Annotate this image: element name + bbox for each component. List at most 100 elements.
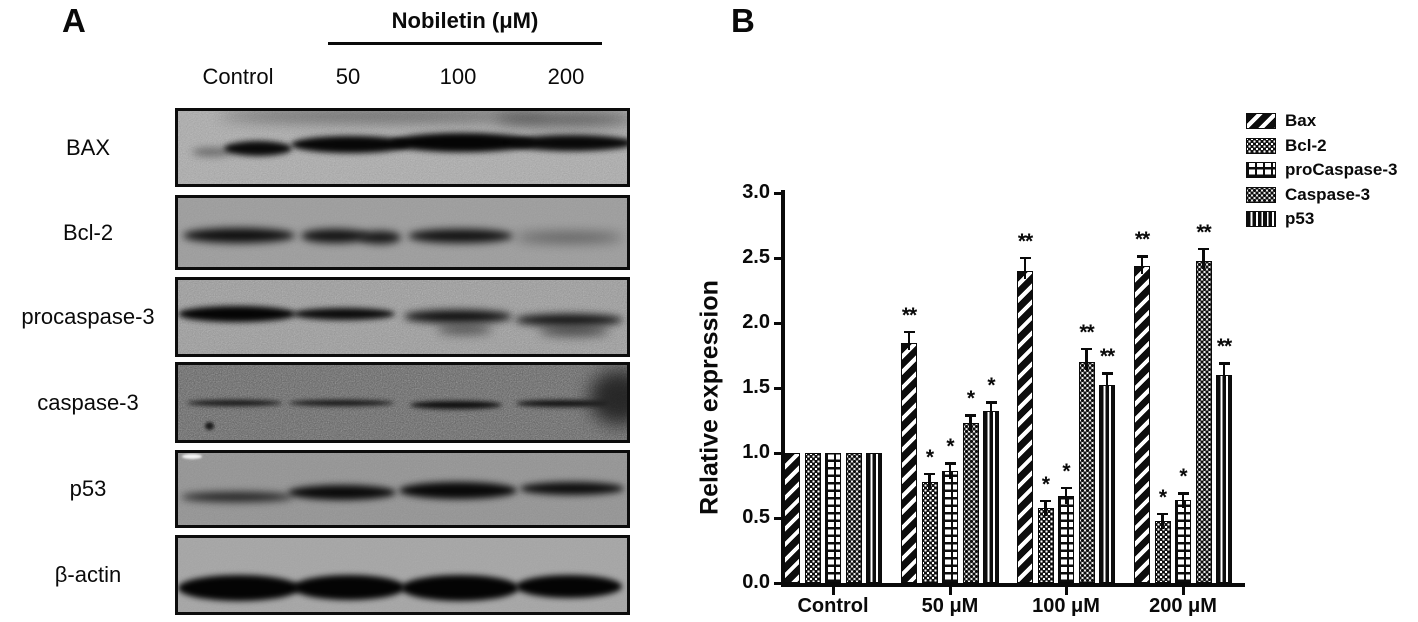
blot-row-label-bax: BAX: [65, 134, 111, 160]
significance-caspase-3-200-m: **: [1196, 220, 1211, 244]
protein-band: [409, 400, 502, 409]
legend-swatch-procaspase-3: [1246, 162, 1276, 178]
protein-band: [589, 369, 627, 425]
legend-item-bcl-2: Bcl-2: [1246, 135, 1416, 155]
error-bar-bax-50-m: [907, 330, 911, 351]
error-bar-caspase-3-200-m: [1202, 247, 1205, 269]
protein-band: [398, 481, 517, 499]
protein-band: [437, 325, 493, 335]
bar-procaspase-3-control: [825, 453, 841, 583]
protein-band: [389, 133, 535, 153]
y-axis-tick-3.0: [774, 191, 783, 195]
protein-band: [290, 135, 411, 153]
blot-strip-procaspase-3: [175, 277, 630, 357]
error-bar-cap-p53-50-m: [985, 401, 997, 404]
significance-bax-200-m: **: [1134, 228, 1150, 252]
blot-image-bcl-2: [178, 198, 627, 267]
protein-band: [516, 574, 623, 598]
legend-label-procaspase-3: proCaspase-3: [1285, 160, 1398, 179]
legend-item-p53: p53: [1246, 209, 1416, 228]
significance-bcl-2-200-m: *: [1158, 485, 1167, 509]
error-bar-p53-100-m: [1105, 372, 1109, 394]
error-bar-cap-bcl-2-200-m: [1157, 512, 1168, 516]
blot-row-label-actin: β-actin: [54, 562, 122, 587]
y-axis-tick-label-0.5: 0.5: [742, 506, 770, 528]
blot-image-actin: [178, 538, 627, 612]
legend-swatch-bcl-2: [1246, 137, 1276, 154]
x-axis-tick-50-m: [948, 586, 952, 595]
x-axis-tick-200-m: [1181, 586, 1185, 595]
bar-procaspase-3-200-m: [1175, 499, 1191, 583]
blot-image-procaspase-3: [178, 280, 627, 354]
bar-caspase-3-50-m: [962, 423, 979, 583]
y-axis-tick-2.5: [774, 256, 783, 260]
significance-bax-100-m: **: [1017, 229, 1033, 253]
error-bar-cap-procaspase-3-50-m: [944, 462, 956, 465]
error-bar-procaspase-3-100-m: [1064, 486, 1068, 504]
bar-p53-50-m: [983, 411, 999, 583]
protein-band: [287, 484, 396, 500]
significance-p53-50-m: *: [987, 374, 995, 397]
protein-band: [183, 228, 296, 243]
y-axis-tick-label-1.5: 1.5: [742, 376, 770, 398]
panel-a-label: A: [62, 2, 86, 39]
y-axis-tick-label-3.0: 3.0: [742, 181, 770, 203]
legend-label-bax: Bax: [1285, 111, 1317, 130]
error-bar-cap-bcl-2-100-m: [1040, 499, 1051, 503]
blot-row-label-procaspase-3: procaspase-3: [21, 304, 155, 329]
legend-label-p53: p53: [1285, 209, 1315, 228]
error-bar-cap-caspase-3-200-m: [1198, 247, 1209, 251]
y-axis-tick-1.0: [774, 451, 783, 455]
error-bar-cap-caspase-3-50-m: [965, 414, 976, 417]
blot-row-label-p53: p53: [69, 476, 107, 501]
legend-label-caspase-3: Caspase-3: [1285, 184, 1371, 204]
blot-image-bax: [178, 111, 627, 184]
error-bar-cap-bax-100-m: [1019, 256, 1031, 260]
error-bar-p53-200-m: [1222, 362, 1226, 383]
bar-bcl-2-200-m: [1154, 520, 1171, 583]
treatment-title: Nobiletin (μM): [328, 8, 602, 45]
legend-item-bax: Bax: [1246, 111, 1416, 130]
protein-band: [509, 134, 627, 151]
blot-image-caspase-3: [178, 365, 627, 440]
y-axis-tick-label-1.0: 1.0: [742, 441, 770, 463]
legend-item-caspase-3: Caspase-3: [1246, 184, 1416, 204]
y-axis-tick-label-0.0: 0.0: [742, 571, 770, 593]
bar-p53-control: [866, 453, 882, 583]
protein-band: [192, 148, 233, 157]
bar-bcl-2-100-m: [1037, 507, 1054, 583]
legend-swatch-p53: [1246, 211, 1276, 227]
error-bar-cap-p53-200-m: [1218, 362, 1230, 365]
error-bar-bcl-2-100-m: [1044, 499, 1047, 516]
protein-band: [494, 111, 627, 126]
legend-item-procaspase-3: proCaspase-3: [1246, 160, 1416, 179]
protein-band: [515, 314, 624, 326]
lane-label-control: Control: [202, 64, 274, 89]
error-bar-p53-50-m: [989, 401, 993, 420]
error-bar-procaspase-3-50-m: [948, 462, 952, 480]
protein-band: [217, 111, 548, 122]
y-axis-tick-0.5: [774, 516, 783, 520]
protein-band: [401, 574, 520, 601]
error-bar-cap-procaspase-3-200-m: [1177, 492, 1189, 495]
panel-b-label: B: [731, 2, 755, 39]
protein-band: [289, 400, 395, 407]
error-bar-cap-caspase-3-100-m: [1081, 347, 1092, 351]
protein-band: [178, 305, 297, 322]
x-axis-label-200-m: 200 μM: [1149, 595, 1217, 617]
legend-label-bcl-2: Bcl-2: [1285, 135, 1327, 155]
bar-bcl-2-50-m: [921, 481, 938, 583]
protein-band: [359, 230, 402, 244]
error-bar-caspase-3-50-m: [969, 414, 972, 432]
blot-strip-caspase-3: [175, 362, 630, 443]
protein-band: [205, 421, 215, 430]
significance-caspase-3-100-m: **: [1079, 320, 1094, 344]
blot-strip-bax: [175, 108, 630, 187]
x-axis-line: [781, 583, 1245, 587]
protein-band: [519, 482, 624, 496]
protein-band: [292, 575, 405, 601]
bar-caspase-3-200-m: [1195, 260, 1212, 583]
protein-band: [181, 453, 202, 459]
error-bar-cap-bax-50-m: [903, 330, 915, 334]
bar-caspase-3-control: [845, 453, 862, 583]
